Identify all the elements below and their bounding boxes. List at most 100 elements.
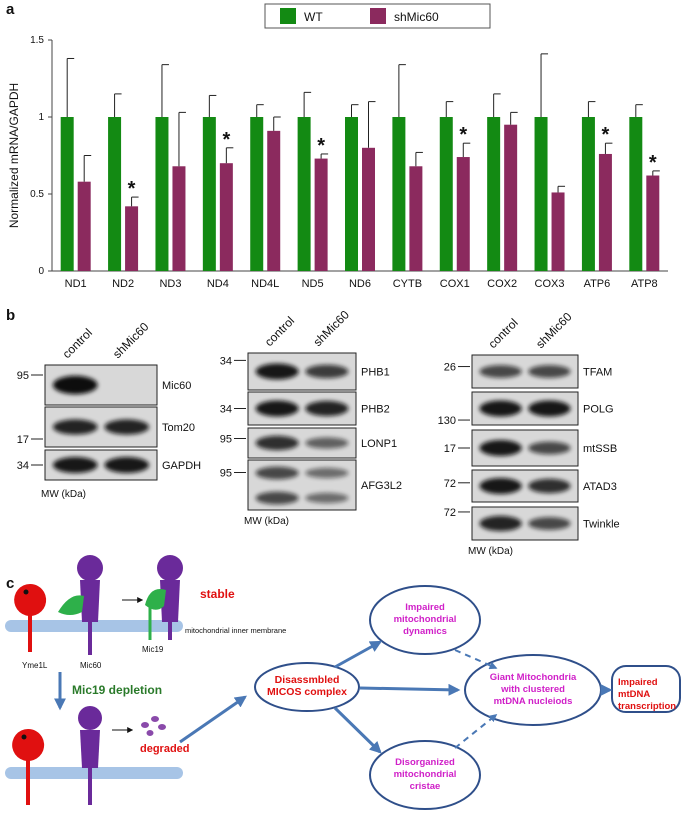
significance: * (459, 124, 467, 146)
x-tick-label: ATP8 (631, 278, 658, 290)
band (104, 419, 150, 435)
dashed-arrow (454, 649, 498, 670)
bar (534, 117, 548, 271)
mw-unit: MW (kDa) (244, 516, 289, 527)
band (52, 375, 98, 395)
cristae-label: Disorganized mitochondrial cristae (394, 757, 457, 792)
legend-label: shMic60 (394, 10, 439, 24)
bar (77, 181, 91, 271)
bar (202, 117, 216, 271)
band (305, 364, 349, 379)
yme1l-label: Yme1L (22, 661, 48, 670)
micos-label: Disassmbled MICOS complex (267, 674, 347, 698)
mic60-head (77, 555, 103, 581)
mw-unit: MW (kDa) (41, 489, 86, 500)
lane-label: control (485, 316, 520, 351)
band (255, 400, 299, 417)
bar (219, 163, 233, 271)
x-tick-label: COX3 (535, 278, 565, 290)
band (479, 440, 522, 456)
mw-label: 130 (438, 415, 456, 427)
bar (409, 166, 423, 271)
x-tick-label: COX2 (487, 278, 517, 290)
protein-label: LONP1 (361, 438, 397, 450)
bar (551, 192, 565, 271)
band (305, 492, 349, 504)
band (52, 419, 98, 435)
mic19 (58, 595, 84, 615)
protein-label: TFAM (583, 367, 612, 379)
arrow (334, 640, 383, 669)
band (479, 478, 522, 494)
mw-label: 72 (444, 478, 456, 490)
bar (646, 175, 660, 271)
bar (297, 117, 311, 271)
significance: * (222, 129, 230, 151)
band (479, 365, 522, 378)
mw-label: 95 (17, 370, 29, 382)
fragments (141, 716, 166, 736)
mw-label: 34 (220, 355, 232, 367)
mw-label: 95 (220, 434, 232, 446)
mic19-label: Mic19 (142, 645, 164, 654)
western-blots: control shMic60 Mic60 95 Tom20 17 GAPDH 34 MW (k… (17, 307, 620, 557)
x-tick-label: ND4 (207, 278, 229, 290)
bar (125, 206, 139, 271)
bar (172, 166, 186, 271)
bar (504, 124, 518, 271)
bar (155, 117, 169, 271)
band (305, 467, 349, 479)
band (255, 491, 299, 505)
protein-label: AFG3L2 (361, 480, 402, 492)
x-tick-label: ND4L (251, 278, 279, 290)
giant-label: Giant Mitochondria with clustered mtDNA nu… (490, 672, 577, 707)
legend-swatch (370, 8, 386, 24)
significance: * (317, 135, 325, 157)
membrane (5, 620, 183, 632)
bar (439, 117, 453, 271)
membrane-label: mitochondrial inner membrane (185, 626, 286, 635)
protein-label: GAPDH (162, 460, 201, 472)
band (528, 441, 571, 455)
significance: * (602, 124, 610, 146)
micos-node (254, 662, 360, 712)
lane-label: control (262, 314, 297, 349)
protein-label: mtSSB (583, 443, 617, 455)
legend-label: WT (304, 10, 323, 24)
bar (314, 158, 328, 271)
significance: * (128, 178, 136, 200)
arrow (179, 695, 247, 744)
bar (629, 117, 643, 271)
depletion-label: Mic19 depletion (72, 683, 162, 697)
mw-unit: MW (kDa) (468, 546, 513, 557)
y-tick-label: 0.5 (30, 189, 44, 200)
x-tick-label: ND6 (349, 278, 371, 290)
mw-label: 17 (444, 443, 456, 455)
y-axis-label: Normalized mRNA/GAPDH (7, 83, 21, 228)
protein-label: PHB1 (361, 367, 390, 379)
band (528, 400, 571, 417)
band (528, 517, 571, 530)
mic60-head (78, 706, 102, 730)
band (305, 437, 349, 449)
bar (267, 130, 281, 271)
bar (581, 117, 595, 271)
y-tick-label: 0 (38, 266, 44, 277)
bar (362, 147, 375, 271)
mic60-head (157, 555, 183, 581)
arrow (359, 683, 461, 696)
band (255, 363, 299, 380)
mw-label: 17 (17, 434, 29, 446)
cristae-node (369, 740, 481, 810)
band (528, 365, 571, 378)
lane-label: shMic60 (310, 307, 352, 349)
bar (250, 117, 264, 271)
x-tick-label: CYTB (393, 278, 422, 290)
x-tick-label: ND2 (112, 278, 134, 290)
bar (108, 117, 122, 271)
diagram: stable mitochondrial inner membrane Yme1… (5, 555, 681, 810)
protein-label: Mic60 (162, 380, 191, 392)
membrane (5, 767, 183, 779)
panel-label: a (6, 1, 15, 18)
mw-label: 72 (444, 507, 456, 519)
